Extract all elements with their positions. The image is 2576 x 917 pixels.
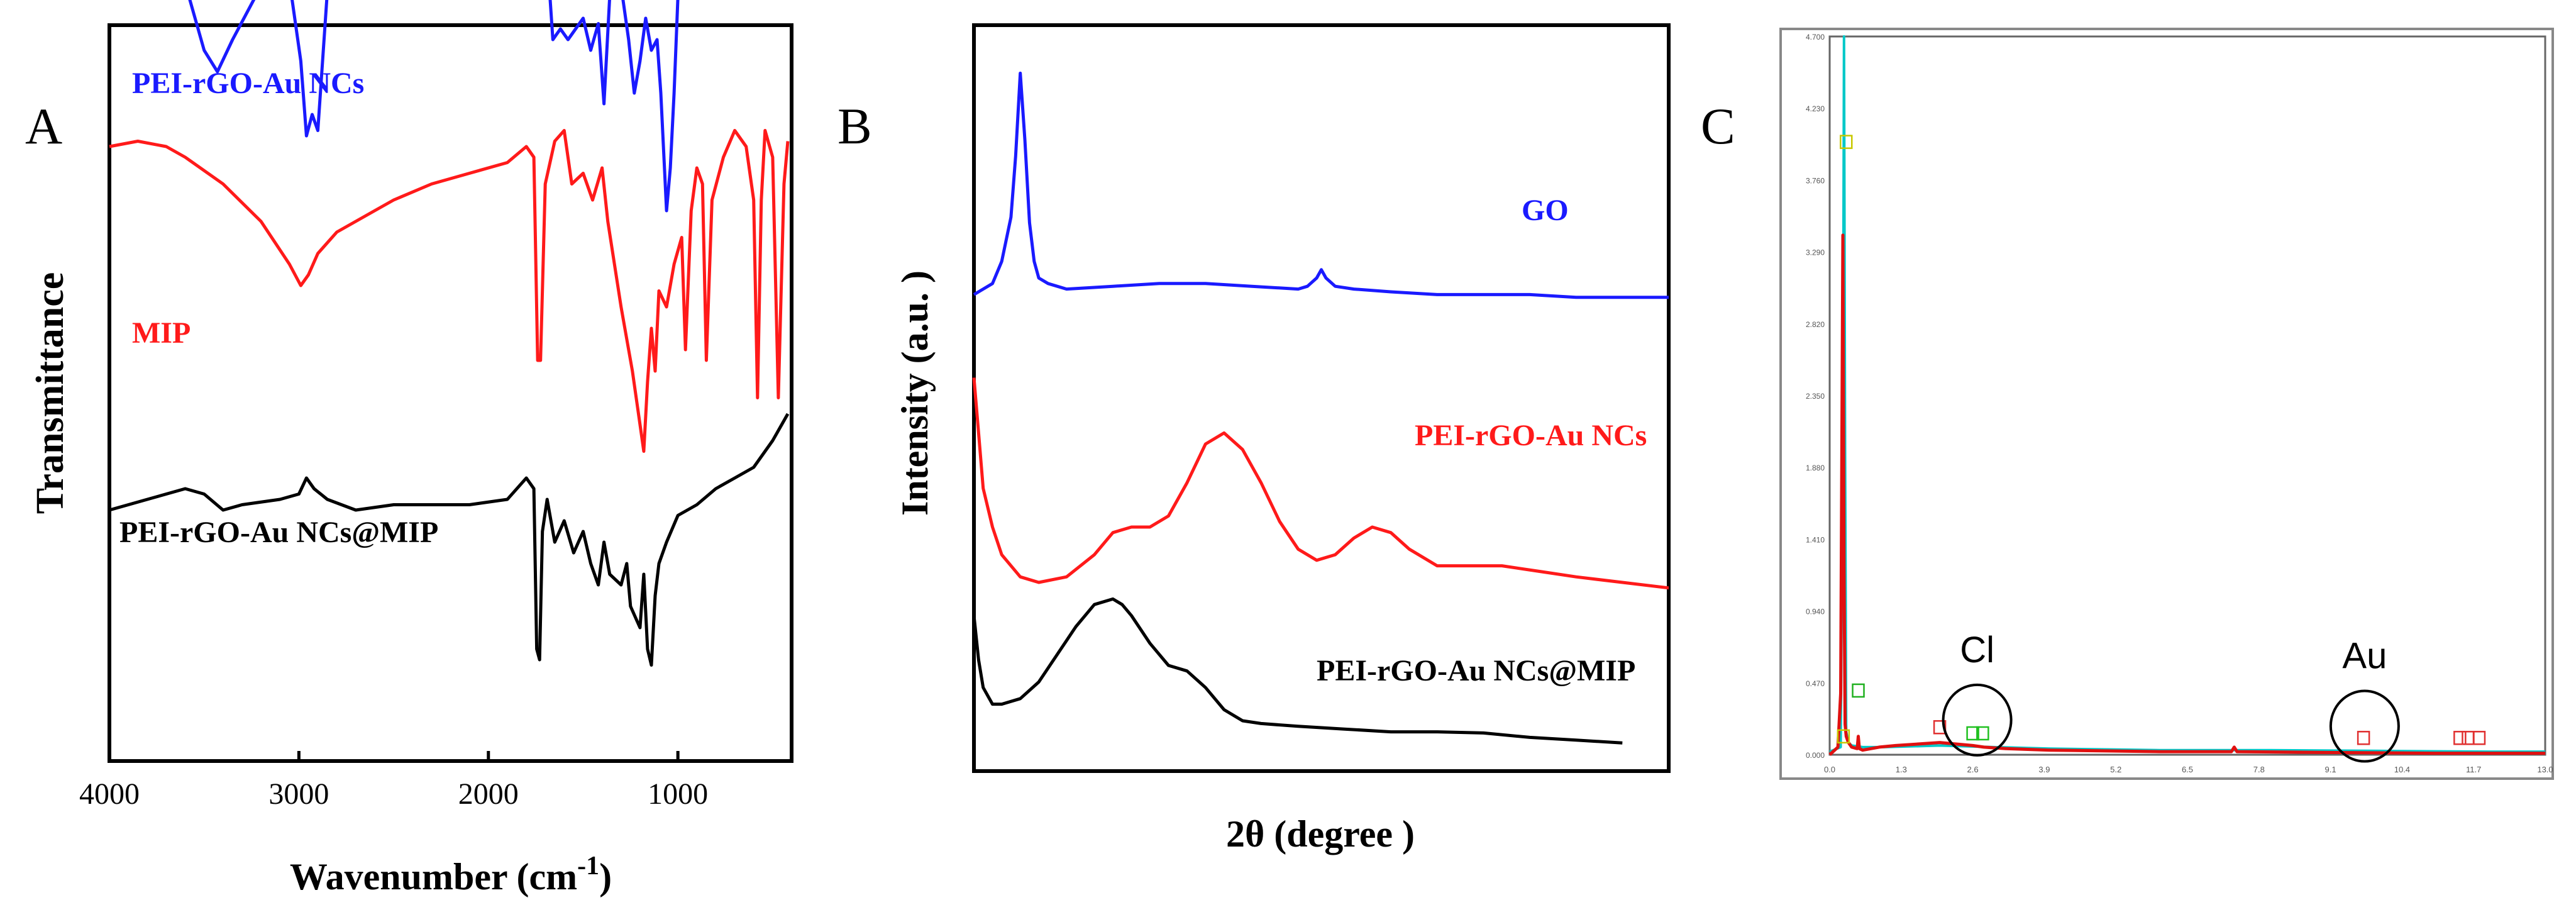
panel-c-y-tick-label-9: 4.230 [1806,104,1825,113]
panel-a-label-mip: MIP [132,316,191,350]
panel-b-label-pei-rgo-au-mip: PEI-rGO-Au NCs@MIP [1317,654,1635,687]
panel-a-x-tick-label-3: 1000 [648,777,708,811]
panel-a-series-line-2 [109,413,790,667]
panel-a-series-line-0 [188,0,680,213]
panel-c-y-tick-label-0: 0.000 [1806,751,1825,760]
panel-c-x-tick-label-4: 5.2 [2110,765,2121,774]
panel-a-y-axis-label: Transmittance [29,272,72,514]
panel-b-x-axis-label: 2θ (degree ) [1226,813,1415,855]
panel-a-x-ticks: 4000 3000 2000 1000 [79,751,708,811]
panel-c-annotations: Cl Au [1942,630,2400,763]
panel-c-y-tick-label-1: 0.470 [1806,679,1825,688]
panel-c-y-tick-label-7: 3.290 [1806,248,1825,257]
panel-c-y-tick-label-10: 4.700 [1806,33,1825,42]
panel-c-x-tick-label-8: 10.4 [2394,765,2410,774]
panel-a-x-tick-label-2: 2000 [458,777,519,811]
panel-c-peak-markers [1837,135,2486,745]
panel-a-series-lines [109,0,790,667]
panel-c-x-tick-label-5: 6.5 [2182,765,2193,774]
panel-c-peak-marker-9 [2472,731,2486,745]
panel-a: A 4000 3000 2000 1000 PEI-rGO-Au NCs MIP PE… [25,0,793,898]
panel-c-peak-marker-2 [1852,683,1865,698]
panel-b-series-lines [972,71,1669,745]
panel-c-x-tick-label-1: 1.3 [1896,765,1907,774]
panel-c-outer-frame [1779,28,2554,780]
panel-c: C 0.0 1.3 2.6 3.9 5.2 6.5 7.8 9.1 10.4 11.7 13.00.… [1701,28,2554,780]
panel-a-label-pei-rgo-au-mip: PEI-rGO-Au NCs@MIP [119,516,438,549]
panel-b-label-go: GO [1522,194,1569,227]
panel-c-y-tick-label-4: 1.880 [1806,464,1825,472]
panel-c-spectrum-line-1 [1828,233,2545,756]
panel-c-peak-marker-1 [1837,729,1850,744]
panel-c-peak-marker-7 [2453,731,2467,745]
panel-a-x-axis-label-close: ) [599,856,612,898]
panel-c-ticks: 0.0 1.3 2.6 3.9 5.2 6.5 7.8 9.1 10.4 11.7 13.0 0.00… [1806,33,2553,774]
panel-c-peak-marker-3 [1933,720,1947,735]
panel-a-letter: A [25,97,62,155]
panel-c-annotation-circle-1 [2329,689,2400,763]
panel-c-x-tick-label-10: 13.0 [2537,765,2553,774]
panel-c-peak-marker-4 [1966,726,1979,741]
panel-a-series-line-1 [109,129,790,453]
panel-c-annotation-label-1: Au [2342,636,2387,677]
panel-b-letter: B [837,97,872,155]
panel-c-peak-marker-6 [2357,731,2370,745]
panel-c-letter: C [1701,97,1735,155]
panel-c-x-tick-label-0: 0.0 [1824,765,1835,774]
panel-a-x-tick-label-0: 4000 [79,777,140,811]
panel-c-annotation-label-0: Cl [1960,630,1994,670]
panel-b-series-line-0 [973,71,1669,299]
panel-a-x-axis-label-main: Wavenumber (cm [290,856,577,898]
panel-a-label-pei-rgo-au: PEI-rGO-Au NCs [132,67,364,100]
panel-c-x-tick-label-7: 9.1 [2325,765,2336,774]
panel-c-y-tick-label-8: 3.760 [1806,176,1825,185]
panel-b: B GO PEI-rGO-Au NCs PEI-rGO-Au NCs@MIP I… [837,23,1671,855]
panel-a-x-tick-label-1: 3000 [268,777,329,811]
panel-a-frame [108,23,793,763]
panel-b-y-axis-label: Intensity (a.u. ) [894,270,936,516]
panel-c-spectrum [1828,35,2545,756]
panel-c-y-tick-label-6: 2.820 [1806,320,1825,329]
panel-b-frame [972,23,1671,773]
panel-c-x-tick-label-2: 2.6 [1967,765,1979,774]
panel-c-x-tick-label-9: 11.7 [2466,765,2481,774]
panel-b-series-line-2 [972,597,1623,745]
panel-c-y-tick-label-2: 0.940 [1806,608,1825,616]
panel-c-y-tick-label-3: 1.410 [1806,535,1825,544]
panel-c-peak-marker-0 [1840,135,1853,149]
panel-c-spectrum-line-0 [1829,35,2545,753]
panel-c-x-tick-label-3: 3.9 [2038,765,2050,774]
panel-a-x-axis-label-superscript: -1 [577,852,599,881]
panel-c-annotation-circle-0 [1942,683,2013,757]
panel-b-label-pei-rgo-au: PEI-rGO-Au NCs [1415,419,1647,452]
panel-c-x-tick-label-6: 7.8 [2253,765,2265,774]
panel-c-peak-marker-5 [1976,726,1989,741]
panel-a-x-axis-label: Wavenumber (cm-1) [290,852,612,898]
panel-b-series-line-1 [972,377,1669,590]
panel-c-plot-frame [1828,35,2546,756]
panel-c-y-tick-label-5: 2.350 [1806,392,1825,401]
